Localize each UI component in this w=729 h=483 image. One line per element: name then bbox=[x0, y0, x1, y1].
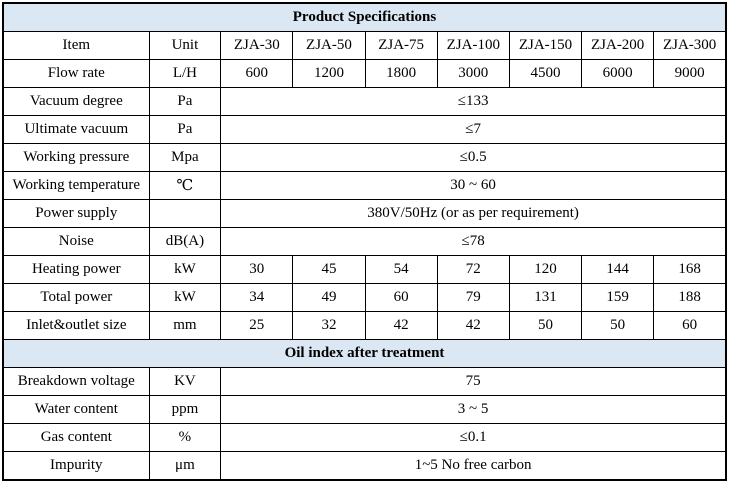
value-cell: 50 bbox=[581, 311, 655, 341]
table-row: Power supply 380V/50Hz (or as per require… bbox=[2, 198, 727, 228]
value-cell: 3000 bbox=[436, 58, 510, 88]
value-cell-span: 30 ~ 60 bbox=[220, 170, 727, 200]
value-cell: 32 bbox=[292, 311, 366, 341]
value-cell: 30 bbox=[220, 254, 294, 284]
value-cell: 54 bbox=[364, 254, 438, 284]
value-cell: 34 bbox=[220, 282, 294, 313]
table-row: Flow rate L/H 600 1200 1800 3000 4500 6000 9000 bbox=[2, 58, 727, 88]
unit-cell: Pa bbox=[148, 114, 222, 144]
value-cell-span: 3 ~ 5 bbox=[220, 395, 727, 425]
column-header-row: Item Unit ZJA-30 ZJA-50 ZJA-75 ZJA-100 ZJA-150… bbox=[2, 30, 727, 60]
value-cell: 168 bbox=[653, 254, 727, 284]
unit-cell: mm bbox=[148, 311, 222, 341]
section-title-row: Oil index after treatment bbox=[2, 339, 727, 369]
unit-cell: kW bbox=[148, 254, 222, 284]
value-cell: 6000 bbox=[581, 58, 655, 88]
row-label: Flow rate bbox=[2, 58, 150, 88]
section-title: Oil index after treatment bbox=[2, 339, 727, 369]
row-label: Gas content bbox=[2, 423, 150, 453]
column-header-item: Item bbox=[2, 30, 150, 60]
value-cell: 1200 bbox=[292, 58, 366, 88]
unit-cell: ppm bbox=[148, 395, 222, 425]
value-cell: 72 bbox=[436, 254, 510, 284]
row-label: Total power bbox=[2, 282, 150, 313]
table-row: Impurity μm 1~5 No free carbon bbox=[2, 451, 727, 481]
row-label: Working temperature bbox=[2, 170, 150, 200]
value-cell: 25 bbox=[220, 311, 294, 341]
value-cell: 79 bbox=[436, 282, 510, 313]
row-label: Water content bbox=[2, 395, 150, 425]
column-header-unit: Unit bbox=[148, 30, 222, 60]
value-cell: 45 bbox=[292, 254, 366, 284]
value-cell-span: ≤0.5 bbox=[220, 142, 727, 172]
table-row: Total power kW 34 49 60 79 131 159 188 bbox=[2, 282, 727, 313]
value-cell: 60 bbox=[364, 282, 438, 313]
row-label: Impurity bbox=[2, 451, 150, 481]
table-row: Ultimate vacuum Pa ≤7 bbox=[2, 114, 727, 144]
column-header-model: ZJA-200 bbox=[581, 30, 655, 60]
row-label: Ultimate vacuum bbox=[2, 114, 150, 144]
table-row: Breakdown voltage KV 75 bbox=[2, 367, 727, 397]
value-cell: 600 bbox=[220, 58, 294, 88]
table-row: Working pressure Mpa ≤0.5 bbox=[2, 142, 727, 172]
table-row: Noise dB(A) ≤78 bbox=[2, 226, 727, 256]
row-label: Noise bbox=[2, 226, 150, 256]
table-row: Gas content% ≤0.1 bbox=[2, 423, 727, 453]
value-cell-span: 1~5 No free carbon bbox=[220, 451, 727, 481]
unit-cell: dB(A) bbox=[148, 226, 222, 256]
column-header-model: ZJA-300 bbox=[653, 30, 727, 60]
row-label: Breakdown voltage bbox=[2, 367, 150, 397]
value-cell: 188 bbox=[653, 282, 727, 313]
column-header-model: ZJA-75 bbox=[364, 30, 438, 60]
table-row: Working temperature ℃ 30 ~ 60 bbox=[2, 170, 727, 200]
value-cell: 42 bbox=[436, 311, 510, 341]
unit-cell: Mpa bbox=[148, 142, 222, 172]
value-cell-span: ≤78 bbox=[220, 226, 727, 256]
table-row: Heating power kW 30 45 54 72 120 144 168 bbox=[2, 254, 727, 284]
unit-cell: Pa bbox=[148, 86, 222, 116]
value-cell-span: ≤7 bbox=[220, 114, 727, 144]
value-cell-span: 380V/50Hz (or as per requirement) bbox=[220, 198, 727, 228]
table-row: Inlet&outlet size mm 25 32 42 42 50 50 60 bbox=[2, 311, 727, 341]
value-cell: 131 bbox=[508, 282, 583, 313]
value-cell: 4500 bbox=[508, 58, 583, 88]
unit-cell: ℃ bbox=[148, 170, 222, 200]
value-cell: 120 bbox=[508, 254, 583, 284]
value-cell: 1800 bbox=[364, 58, 438, 88]
column-header-model: ZJA-100 bbox=[436, 30, 510, 60]
row-label: Working pressure bbox=[2, 142, 150, 172]
value-cell: 42 bbox=[364, 311, 438, 341]
value-cell: 60 bbox=[653, 311, 727, 341]
value-cell-span: ≤0.1 bbox=[220, 423, 727, 453]
value-cell-span: ≤133 bbox=[220, 86, 727, 116]
column-header-model: ZJA-30 bbox=[220, 30, 294, 60]
row-label: Power supply bbox=[2, 198, 150, 228]
unit-cell: KV bbox=[148, 367, 222, 397]
value-cell-span: 75 bbox=[220, 367, 727, 397]
table-row: Vacuum degree Pa ≤133 bbox=[2, 86, 727, 116]
column-header-model: ZJA-50 bbox=[292, 30, 366, 60]
value-cell: 9000 bbox=[653, 58, 727, 88]
unit-cell: L/H bbox=[148, 58, 222, 88]
value-cell: 49 bbox=[292, 282, 366, 313]
section-title: Product Specifications bbox=[2, 2, 727, 32]
unit-cell: % bbox=[148, 423, 222, 453]
unit-cell: kW bbox=[148, 282, 222, 313]
row-label: Vacuum degree bbox=[2, 86, 150, 116]
row-label: Inlet&outlet size bbox=[2, 311, 150, 341]
value-cell: 144 bbox=[581, 254, 655, 284]
value-cell: 50 bbox=[508, 311, 583, 341]
table-row: Water content ppm 3 ~ 5 bbox=[2, 395, 727, 425]
section-title-row: Product Specifications bbox=[2, 2, 727, 32]
column-header-model: ZJA-150 bbox=[508, 30, 583, 60]
unit-cell bbox=[148, 198, 222, 228]
value-cell: 159 bbox=[581, 282, 655, 313]
row-label: Heating power bbox=[2, 254, 150, 284]
unit-cell: μm bbox=[148, 451, 222, 481]
